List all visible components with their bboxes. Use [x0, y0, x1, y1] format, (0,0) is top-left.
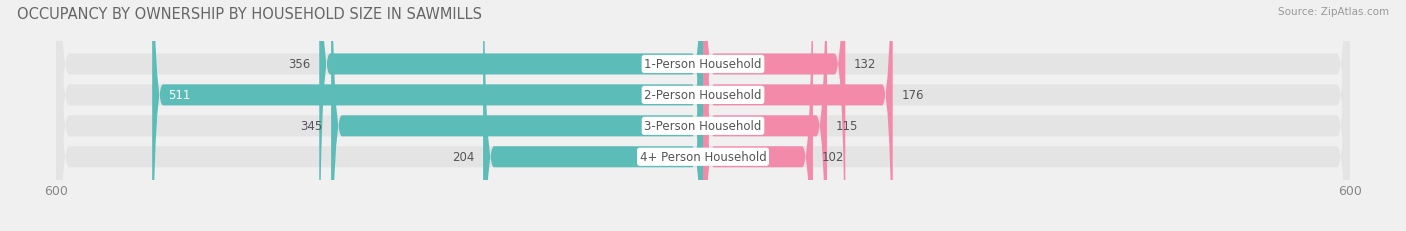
- Text: 115: 115: [835, 120, 858, 133]
- Text: 1-Person Household: 1-Person Household: [644, 58, 762, 71]
- Text: 102: 102: [821, 151, 844, 164]
- FancyBboxPatch shape: [703, 0, 893, 231]
- FancyBboxPatch shape: [703, 0, 827, 231]
- FancyBboxPatch shape: [152, 0, 703, 231]
- Text: 511: 511: [169, 89, 191, 102]
- Text: Source: ZipAtlas.com: Source: ZipAtlas.com: [1278, 7, 1389, 17]
- Text: 132: 132: [853, 58, 876, 71]
- FancyBboxPatch shape: [56, 0, 1350, 231]
- FancyBboxPatch shape: [703, 0, 813, 231]
- Text: 2-Person Household: 2-Person Household: [644, 89, 762, 102]
- FancyBboxPatch shape: [56, 0, 1350, 231]
- Text: 176: 176: [901, 89, 924, 102]
- FancyBboxPatch shape: [484, 0, 703, 231]
- FancyBboxPatch shape: [56, 0, 1350, 231]
- FancyBboxPatch shape: [56, 0, 1350, 231]
- FancyBboxPatch shape: [332, 0, 703, 231]
- FancyBboxPatch shape: [703, 0, 845, 231]
- Text: OCCUPANCY BY OWNERSHIP BY HOUSEHOLD SIZE IN SAWMILLS: OCCUPANCY BY OWNERSHIP BY HOUSEHOLD SIZE…: [17, 7, 482, 22]
- Text: 204: 204: [453, 151, 474, 164]
- FancyBboxPatch shape: [319, 0, 703, 231]
- Text: 3-Person Household: 3-Person Household: [644, 120, 762, 133]
- Text: 356: 356: [288, 58, 311, 71]
- Text: 4+ Person Household: 4+ Person Household: [640, 151, 766, 164]
- Text: 345: 345: [301, 120, 322, 133]
